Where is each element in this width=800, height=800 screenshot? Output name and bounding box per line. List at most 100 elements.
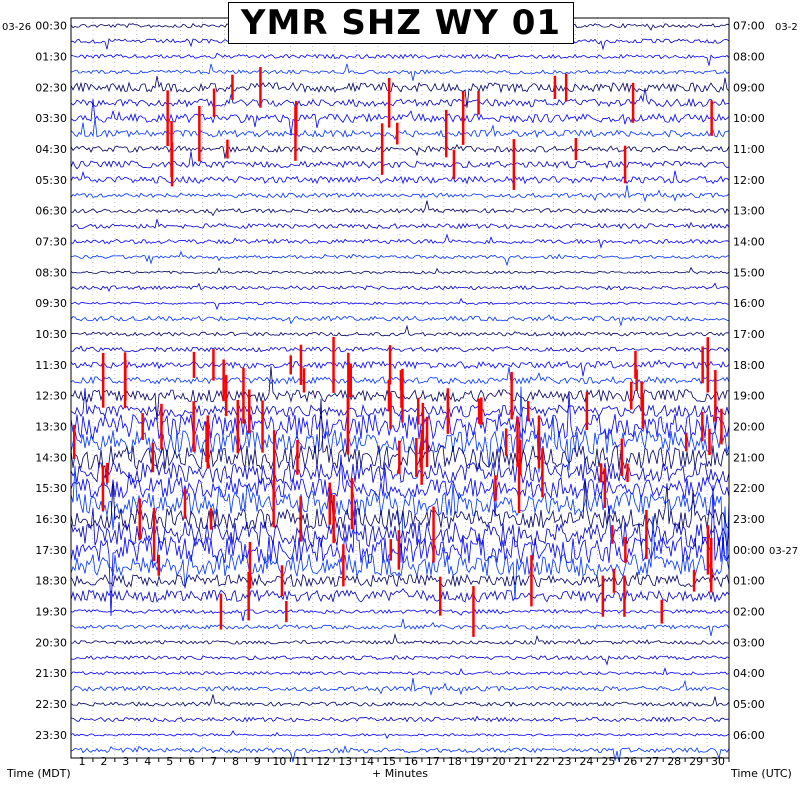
- x-tick-label: 5: [166, 755, 173, 768]
- trace-line: [70, 359, 730, 377]
- trace-line: [70, 324, 730, 337]
- right-hour-label: 01:00: [733, 575, 765, 588]
- clipped-spike: [477, 398, 481, 424]
- clipped-spike: [710, 538, 713, 593]
- left-hour-label: 09:30: [35, 297, 67, 310]
- clipped-spike: [222, 359, 225, 402]
- x-tick-label: 16: [404, 755, 418, 768]
- right-hour-label: 09:00: [733, 81, 765, 94]
- x-tick-label: 13: [338, 755, 352, 768]
- clipped-spike: [236, 399, 239, 454]
- clipped-spike: [342, 544, 345, 587]
- trace-line: [70, 677, 730, 696]
- clipped-spike: [419, 447, 422, 468]
- clipped-spike: [624, 536, 627, 563]
- x-tick-label: 26: [623, 755, 637, 768]
- clipped-spike: [272, 430, 276, 485]
- clipped-spike: [73, 424, 76, 459]
- clipped-spike: [631, 82, 635, 123]
- trace-line: [70, 250, 730, 267]
- left-hour-label: 19:30: [35, 606, 67, 619]
- x-tick-label: 30: [711, 755, 725, 768]
- left-hour-label: 14:30: [35, 451, 67, 464]
- trace-line: [70, 282, 730, 293]
- trace-line: [70, 233, 730, 249]
- x-tick-label: 22: [536, 755, 550, 768]
- left-axis-label: Time (MDT): [7, 767, 71, 780]
- clipped-spike: [400, 383, 403, 408]
- clipped-spike: [692, 569, 696, 592]
- clipped-spike: [706, 337, 709, 393]
- trace-line: [70, 655, 730, 666]
- left-hour-label: 20:30: [35, 636, 67, 649]
- x-tick-label: 19: [470, 755, 484, 768]
- clipped-spike: [660, 599, 663, 624]
- clipped-spike: [477, 90, 480, 115]
- clipped-spike: [242, 367, 245, 424]
- clipped-spike: [248, 389, 251, 433]
- trace-line: [70, 151, 730, 170]
- clipped-spike: [294, 106, 297, 161]
- x-tick-label: 1: [79, 755, 86, 768]
- trace-line: [70, 454, 730, 517]
- x-tick-label: 28: [667, 755, 681, 768]
- left-hour-label: 02:30: [35, 81, 67, 94]
- trace-line: [70, 63, 730, 81]
- clip-layer: [73, 67, 723, 637]
- clipped-spike: [635, 369, 638, 391]
- left-hour-label: 03:30: [35, 112, 67, 125]
- clipped-spike: [421, 403, 425, 451]
- clipped-spike: [248, 541, 252, 589]
- clipped-spike: [480, 397, 483, 425]
- trace-line: [70, 200, 730, 217]
- right-hour-label: 13:00: [733, 205, 765, 218]
- clipped-spike: [272, 480, 275, 528]
- left-hour-label: 11:30: [35, 359, 67, 372]
- x-tick-label: 25: [601, 755, 615, 768]
- clipped-spike: [398, 440, 401, 474]
- clipped-spike: [296, 440, 299, 475]
- clipped-spike: [396, 122, 399, 145]
- clipped-spike: [101, 352, 105, 408]
- clipped-spike: [685, 432, 688, 452]
- trace-line: [70, 666, 730, 676]
- clipped-spike: [553, 75, 557, 99]
- clipped-spike: [141, 413, 144, 440]
- axis-layer: 1 2 3 4 5 6 7 8 9 10 11 12 13 14 15 16 17 18 19 20 21 22 23 24 2…: [2, 17, 798, 768]
- left-hour-label: 06:30: [35, 205, 67, 218]
- clipped-spike: [349, 363, 352, 397]
- trace-line: [70, 219, 730, 230]
- clipped-spike: [101, 465, 105, 511]
- clipped-spike: [259, 67, 262, 108]
- clipped-spike: [603, 468, 607, 508]
- trace-line: [70, 143, 730, 159]
- x-tick-label: 12: [316, 755, 330, 768]
- trace-line: [70, 266, 730, 275]
- right-hour-label: 21:00: [733, 451, 765, 464]
- clipped-spike: [461, 91, 465, 145]
- clipped-spike: [630, 381, 633, 410]
- clipped-spike: [388, 345, 392, 385]
- trace-line: [70, 608, 730, 622]
- clipped-spike: [530, 555, 533, 607]
- clipped-spike: [527, 401, 530, 422]
- trace-line: [70, 730, 730, 739]
- left-hour-label: 21:30: [35, 667, 67, 680]
- clipped-spike: [138, 498, 141, 540]
- right-hour-label: 05:00: [733, 698, 765, 711]
- clipped-spike: [432, 506, 435, 563]
- clipped-spike: [350, 478, 354, 530]
- clipped-spike: [219, 593, 223, 630]
- right-hour-label: 18:00: [733, 359, 765, 372]
- clipped-spike: [151, 442, 155, 473]
- trace-line: [70, 366, 730, 422]
- clipped-spike: [192, 401, 195, 452]
- clipped-spike: [160, 403, 163, 450]
- clipped-spike: [299, 344, 303, 385]
- grid-layer: [92, 18, 708, 758]
- clipped-spike: [212, 88, 216, 118]
- left-hour-label: 01:30: [35, 51, 67, 64]
- right-hour-label: 00:00: [733, 544, 765, 557]
- trace-line: [70, 345, 730, 353]
- clipped-spike: [564, 73, 568, 102]
